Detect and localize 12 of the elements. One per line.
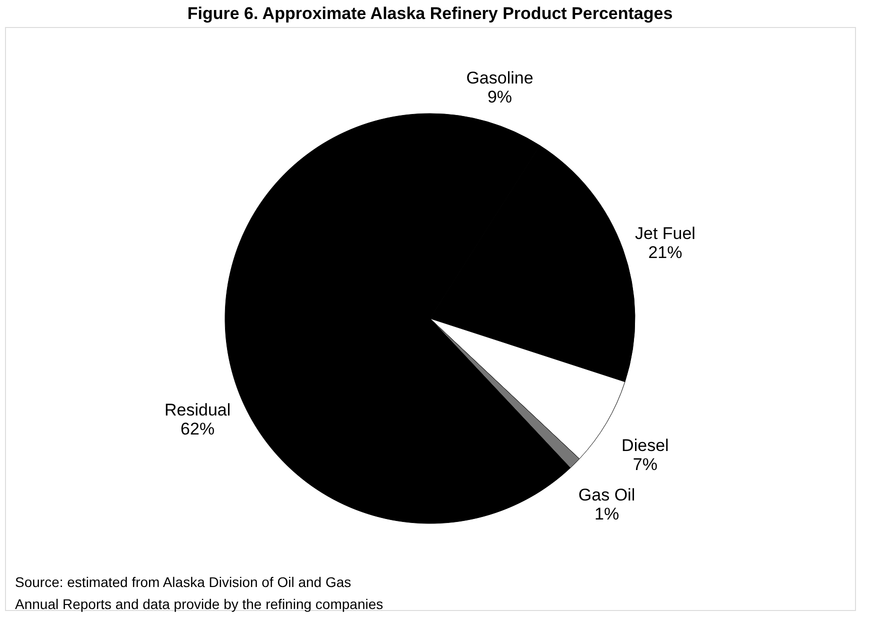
slice-label: Gas Oil	[578, 485, 636, 504]
data-label: 7%	[632, 454, 658, 474]
data-label: 21%	[648, 242, 682, 262]
slice-label: Jet Fuel	[634, 224, 696, 243]
slice-label: Gasoline	[466, 68, 534, 88]
data-label: 62%	[180, 420, 215, 439]
slice-label: Diesel	[622, 436, 669, 455]
source-note: Source: estimated from Alaska Division of Oil and Gas Annual Reports and data provide by the refining companies	[15, 574, 384, 612]
data-label: 1%	[594, 504, 620, 524]
slice-label: Residual	[164, 400, 231, 420]
chart-title: Figure 6. Approximate Alaska Refinery Product Percentages	[187, 4, 673, 23]
data-label: 9%	[487, 87, 512, 106]
